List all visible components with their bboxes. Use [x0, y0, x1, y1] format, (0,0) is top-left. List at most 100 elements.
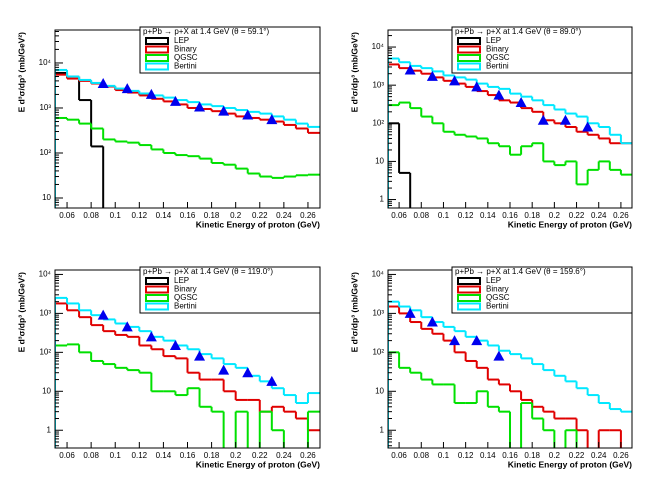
legend-label: QGSC	[486, 293, 510, 302]
x-tick-label: 0.2	[549, 451, 561, 460]
x-tick-label: 0.14	[156, 451, 172, 460]
data-point	[449, 335, 461, 346]
x-axis-label: Kinetic Energy of proton (GeV)	[508, 219, 632, 229]
legend-label: Binary	[174, 45, 197, 54]
legend-label: LEP	[486, 36, 501, 45]
legend-box	[451, 266, 633, 314]
data-point	[404, 307, 416, 318]
x-tick-label: 0.14	[480, 211, 496, 220]
data-point	[426, 316, 438, 327]
data-point	[242, 367, 254, 378]
x-tick-label: 0.1	[438, 451, 450, 460]
data-point	[218, 105, 230, 116]
y-tick-label: 10⁴	[372, 42, 385, 51]
x-tick-label: 0.26	[300, 451, 316, 460]
data-point	[194, 350, 206, 361]
legend-label: Binary	[174, 285, 197, 294]
data-point	[194, 101, 206, 112]
x-tick-label: 0.16	[180, 451, 196, 460]
x-tick-label: 0.2	[549, 211, 561, 220]
x-tick-label: 0.18	[204, 211, 220, 220]
legend-swatch	[145, 294, 169, 302]
x-tick-label: 0.26	[613, 211, 629, 220]
x-tick-label: 0.16	[180, 211, 196, 220]
y-axis-label: E d³σ/dp³ (mb/GeV²)	[16, 32, 26, 113]
x-tick-label: 0.2	[230, 211, 242, 220]
x-tick-label: 0.1	[438, 211, 450, 220]
x-tick-label: 0.08	[413, 451, 429, 460]
panel: 0.06 0.08 0.1 0.12 0.14 0.16 0.18 0.2 0.22 0.24 0.…	[349, 26, 633, 229]
y-tick-label: 10³	[372, 80, 384, 89]
legend-swatch	[145, 285, 169, 294]
legend-swatch	[145, 54, 169, 62]
data-point	[266, 114, 278, 125]
legend-swatch	[457, 37, 481, 45]
data-point	[169, 95, 181, 106]
x-tick-label: 0.08	[413, 211, 429, 220]
plot-area	[55, 68, 320, 208]
x-tick-label: 0.12	[132, 451, 148, 460]
x-tick-label: 0.24	[276, 211, 292, 220]
legend-title: p+Pb → p+X at 1.4 GeV (θ = 89.0°)	[455, 27, 582, 36]
y-tick-label: 10	[375, 386, 384, 395]
legend-label: Binary	[486, 45, 509, 54]
x-axis-label: Kinetic Energy of proton (GeV)	[196, 219, 320, 229]
x-tick-label: 0.1	[110, 211, 122, 220]
legend-label: LEP	[174, 36, 189, 45]
x-tick-label: 0.2	[230, 451, 242, 460]
data-point	[515, 97, 527, 108]
y-tick-label: 10	[42, 386, 51, 395]
y-axis-label: E d³σ/dp³ (mb/GeV²)	[349, 272, 359, 353]
y-tick-label: 1	[380, 195, 385, 204]
legend-swatch	[457, 285, 481, 294]
x-tick-label: 0.22	[252, 451, 268, 460]
panel: 0.06 0.08 0.1 0.12 0.14 0.16 0.18 0.2 0.22 0.24 0.…	[349, 266, 633, 469]
legend-title: p+Pb → p+X at 1.4 GeV (θ = 59.1°)	[143, 27, 270, 36]
x-tick-label: 0.18	[524, 451, 540, 460]
y-tick-label: 10²	[39, 148, 51, 157]
y-tick-label: 1	[380, 425, 385, 434]
legend-swatch	[457, 277, 481, 285]
y-tick-label: 10²	[372, 347, 384, 356]
x-axis-label: Kinetic Energy of proton (GeV)	[196, 459, 320, 469]
y-tick-label: 10³	[39, 103, 51, 112]
x-axis-label: Kinetic Energy of proton (GeV)	[508, 459, 632, 469]
data-point	[559, 114, 571, 125]
legend-box	[139, 26, 321, 74]
data-point	[471, 335, 483, 346]
x-tick-label: 0.06	[59, 451, 75, 460]
x-tick-label: 0.06	[59, 211, 75, 220]
legend-swatch	[457, 294, 481, 302]
x-tick-label: 0.26	[300, 211, 316, 220]
x-tick-label: 0.14	[156, 211, 172, 220]
data-point	[145, 331, 157, 342]
legend-swatch	[457, 54, 481, 62]
data-point	[97, 309, 109, 320]
y-axis-label: E d³σ/dp³ (mb/GeV²)	[349, 32, 359, 113]
legend-label: QGSC	[174, 53, 198, 62]
x-tick-label: 0.26	[613, 451, 629, 460]
legend-box	[451, 26, 633, 74]
x-tick-label: 0.08	[83, 451, 99, 460]
legend-label: LEP	[486, 276, 501, 285]
legend-label: QGSC	[486, 53, 510, 62]
data-point	[169, 339, 181, 350]
data-point	[97, 77, 109, 88]
plot-area	[388, 300, 632, 448]
legend-swatch	[145, 45, 169, 54]
data-point	[537, 114, 549, 125]
data-point	[449, 75, 461, 86]
legend-label: Bertini	[486, 62, 509, 71]
y-axis-label: E d³σ/dp³ (mb/GeV²)	[16, 272, 26, 353]
legend-swatch	[145, 37, 169, 45]
y-tick-label: 10	[42, 193, 51, 202]
legend-title: p+Pb → p+X at 1.4 GeV (θ = 119.0°)	[143, 267, 273, 276]
data-point	[218, 364, 230, 375]
x-tick-label: 0.22	[569, 451, 585, 460]
legend-swatch	[145, 62, 169, 71]
x-tick-label: 0.12	[458, 451, 474, 460]
legend-swatch	[457, 45, 481, 54]
legend-title: p+Pb → p+X at 1.4 GeV (θ = 159.6°)	[455, 267, 586, 276]
legend-swatch	[457, 62, 481, 71]
